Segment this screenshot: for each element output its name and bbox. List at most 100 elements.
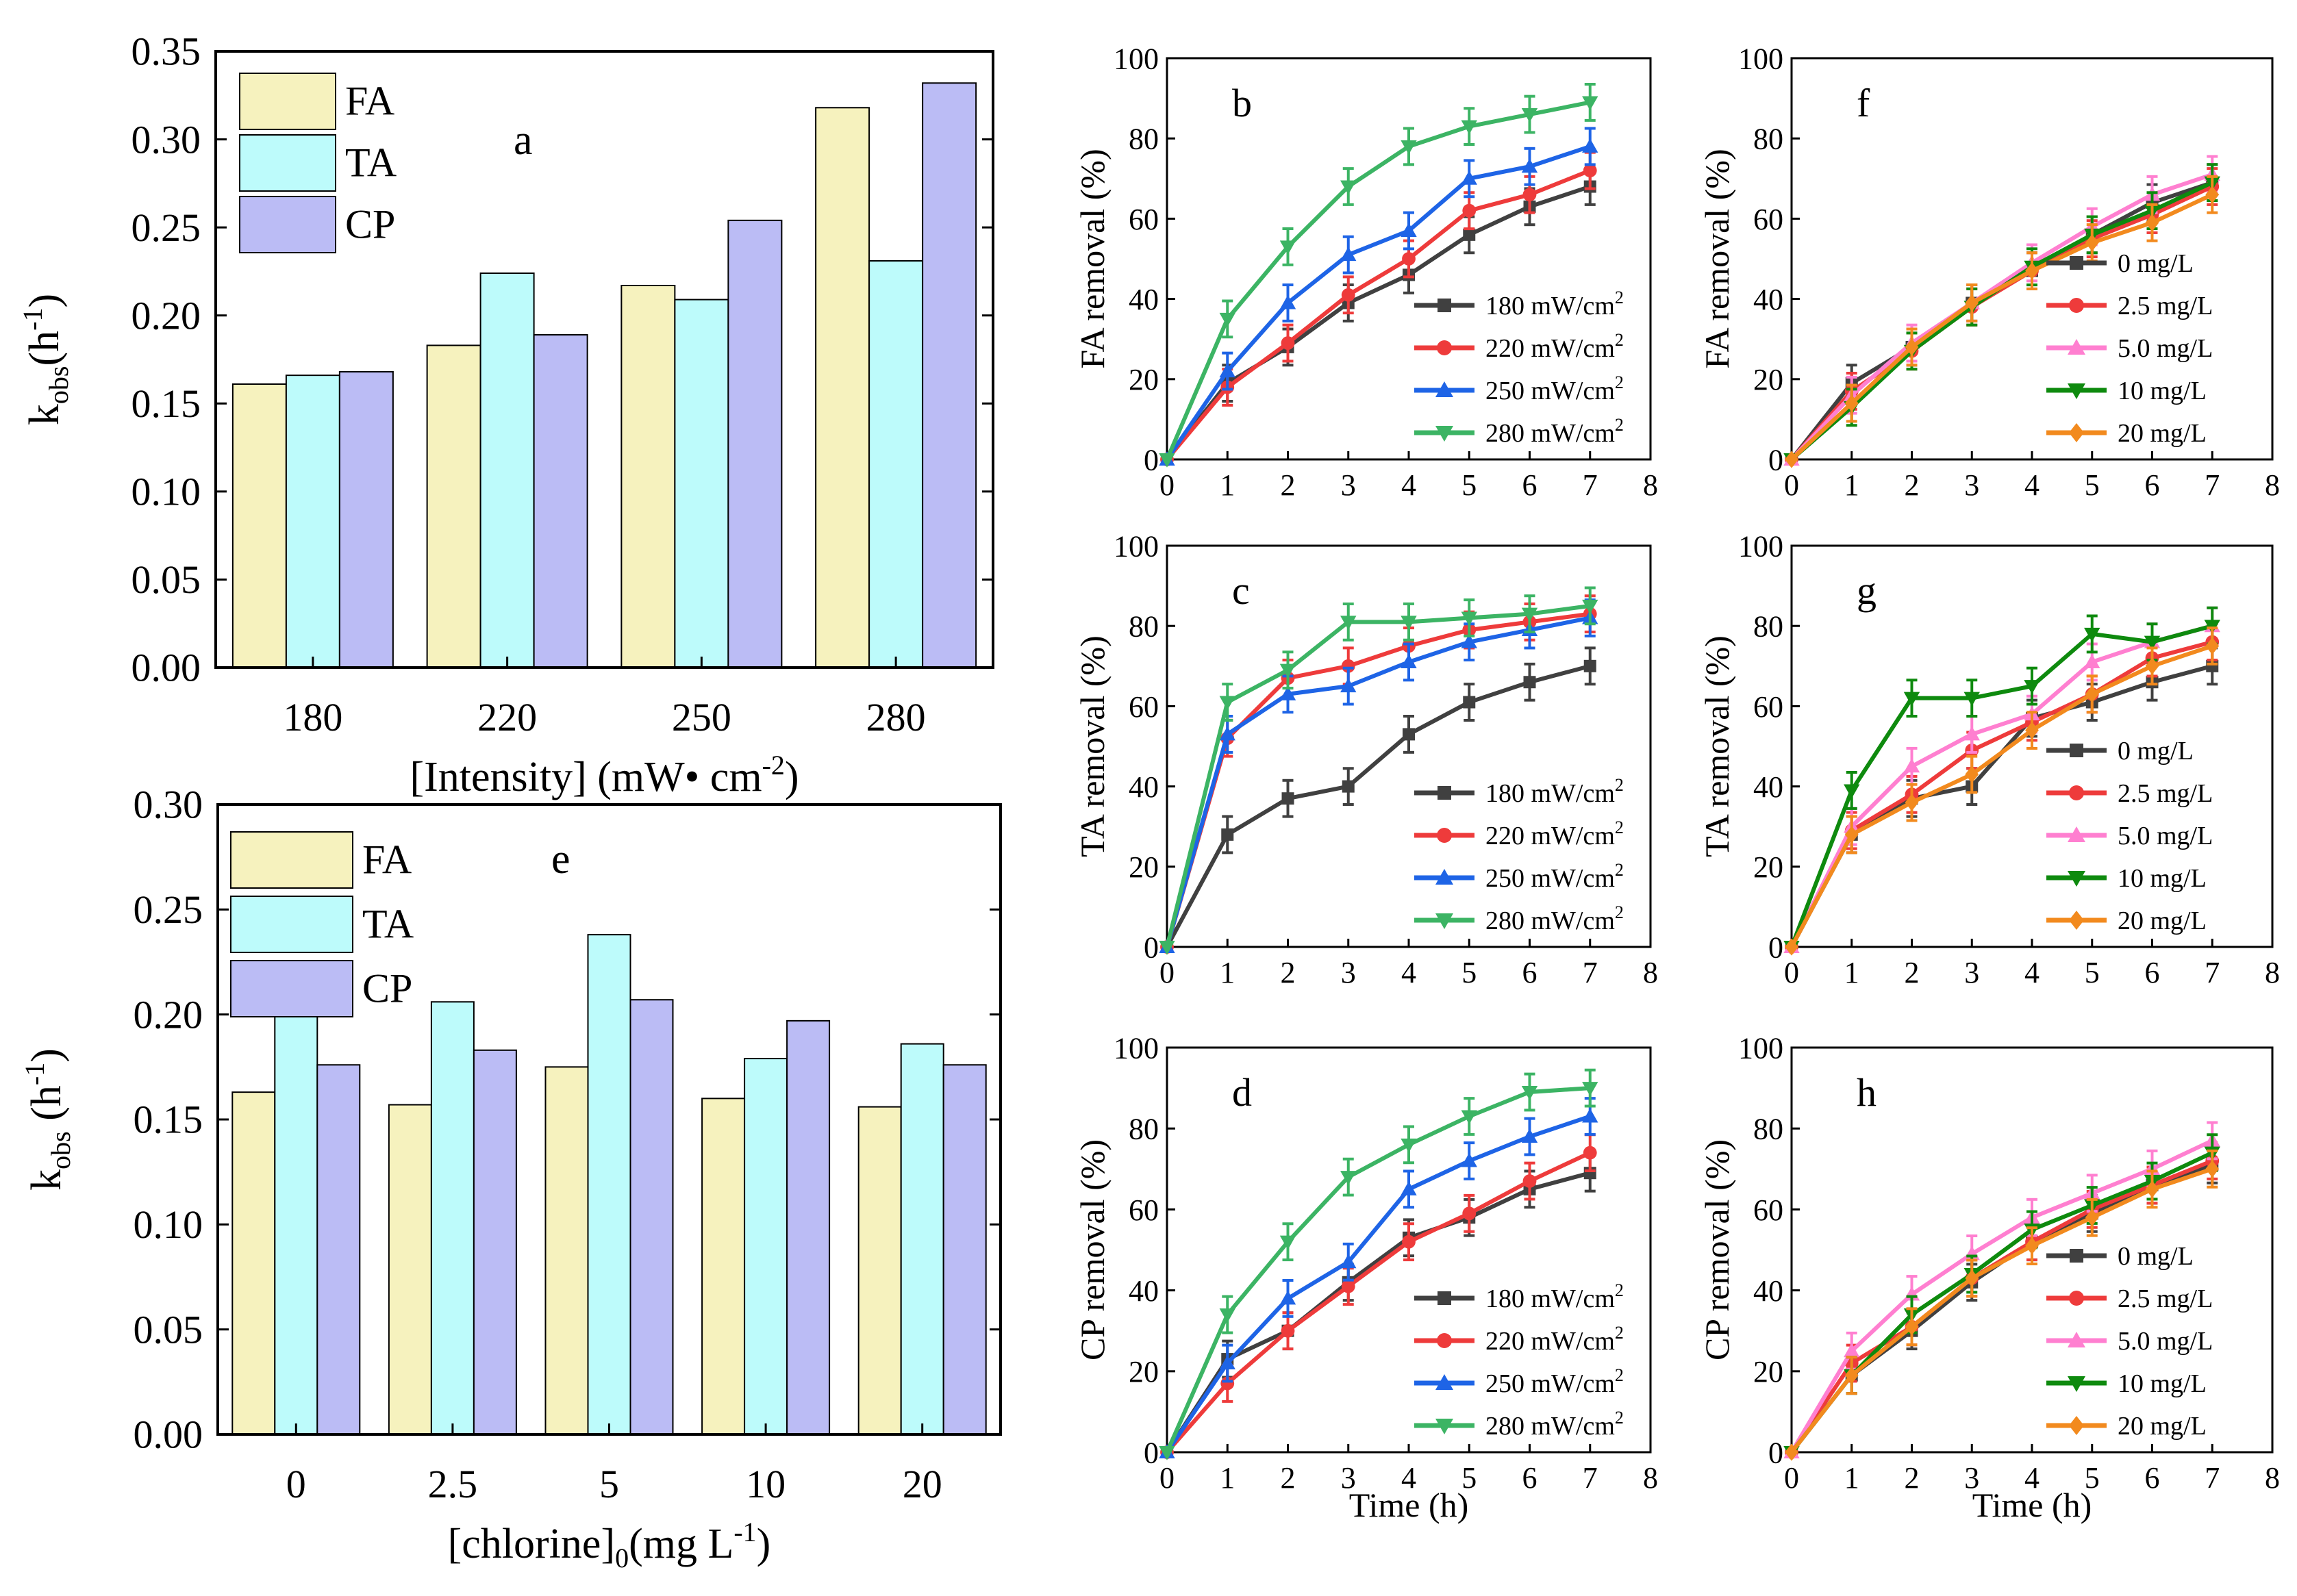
xtick-label-h: 8: [2265, 1461, 2280, 1495]
series-c-3: [1159, 586, 1598, 955]
legend-sup: 2: [1615, 818, 1624, 837]
ytick-label-g: 100: [1738, 529, 1783, 563]
ytick-label-f: 20: [1753, 363, 1783, 396]
legend-item-f-4: 20 mg/L: [2046, 419, 2207, 448]
legend-marker: [2068, 1376, 2085, 1392]
legend-label-d-1: 220 mW/cm2: [1485, 1323, 1624, 1356]
legend-item-c-3: 280 mW/cm2: [1414, 902, 1624, 935]
ytick-label-g: 20: [1753, 850, 1783, 884]
legend-label-b-0: 180 mW/cm2: [1485, 288, 1624, 320]
xtick-label-f: 3: [1964, 468, 1979, 502]
legend-name: 180 mW/cm: [1485, 292, 1615, 320]
bar-a-TA-220: [479, 273, 535, 668]
xtick-label-e: 10: [746, 1462, 786, 1506]
data-point-f-4-2: [1905, 338, 1919, 356]
xtick-label-d: 2: [1281, 1461, 1296, 1495]
ylabel-tail: ): [21, 294, 68, 308]
data-point-d-2-7: [1582, 1108, 1598, 1123]
data-point-b-2-2: [1279, 294, 1296, 309]
data-point-d-1-7: [1583, 1145, 1597, 1160]
legend-marker: [1435, 1374, 1453, 1390]
legend-marker: [2069, 911, 2084, 930]
data-point-d-2-4: [1401, 1181, 1417, 1195]
bar-a-TA-250: [674, 299, 729, 669]
data-point-d-1-4: [1402, 1234, 1416, 1249]
xtick-label-a: 180: [283, 695, 342, 739]
ytick-label-e: 0.15: [134, 1098, 203, 1142]
ytick-label-c: 80: [1129, 610, 1159, 644]
bar-e-TA-5: [587, 934, 631, 1435]
xtick-label-e: 5: [599, 1462, 619, 1506]
legend-label-h-3: 10 mg/L: [2118, 1369, 2207, 1398]
legend-name: 20 mg/L: [2118, 1412, 2207, 1441]
legend-label-c-2: 250 mW/cm2: [1485, 860, 1624, 893]
legend-label-h-1: 2.5 mg/L: [2118, 1284, 2213, 1313]
legend-marker: [1438, 1291, 1451, 1305]
legend-item-g-2: 5.0 mg/L: [2046, 822, 2213, 850]
ytick-label-a: 0.20: [131, 293, 201, 338]
ytick-label-g: 80: [1753, 610, 1783, 644]
legend-name: 220 mW/cm: [1485, 822, 1615, 850]
bar-e-TA-2.5: [430, 1001, 475, 1436]
legend-sup: 2: [1615, 1365, 1624, 1385]
legend-marker: [2069, 785, 2084, 800]
legend-label-FA: FA: [345, 79, 394, 124]
legend-label-b-3: 280 mW/cm2: [1485, 415, 1624, 448]
bar-e-CP-0: [316, 1064, 361, 1436]
legend-name: 280 mW/cm: [1485, 419, 1615, 448]
data-point-h-4-2: [1905, 1318, 1919, 1336]
data-point-b-3-3: [1340, 180, 1357, 195]
legend-label-h-2: 5.0 mg/L: [2118, 1327, 2213, 1356]
series-line-d-3: [1165, 1086, 1590, 1454]
ytick-label-a: 0.35: [131, 29, 201, 74]
legend-item-g-4: 20 mg/L: [2046, 907, 2207, 935]
panel-a: 0.00 0.05 0.10 0.15 0.20 0.25 0.30 0.35 180 220 25…: [17, 29, 994, 800]
xtick-label-g: 8: [2265, 956, 2280, 989]
data-point-d-2-5: [1461, 1152, 1477, 1167]
legend-label-g-1: 2.5 mg/L: [2118, 779, 2213, 808]
xtick-label-b: 4: [1401, 468, 1416, 502]
data-point-h-2-1: [1844, 1343, 1860, 1358]
legend-item-c-0: 180 mW/cm2: [1414, 775, 1624, 808]
data-point-g-2-2: [1903, 758, 1920, 773]
data-point-g-2-3: [1963, 726, 1980, 741]
data-point-g-4-4: [2025, 721, 2039, 739]
legend-name: 2.5 mg/L: [2118, 1284, 2213, 1313]
legend-swatch-CP: [239, 196, 336, 253]
ytick-label-h: 100: [1738, 1031, 1783, 1065]
legend-label-h-0: 0 mg/L: [2118, 1242, 2194, 1271]
y-axis-label-c: TA removal (%): [1073, 635, 1112, 857]
xlabel-text: [Intensity] (mW• cm: [410, 754, 762, 800]
legend-name: 220 mW/cm: [1485, 1327, 1615, 1356]
legend-label-f-4: 20 mg/L: [2118, 419, 2207, 448]
xlabel-sub: 0: [615, 1543, 629, 1573]
panel-label-c: c: [1232, 568, 1250, 613]
xtick-label-h: 5: [2085, 1461, 2100, 1495]
xtick-label-d: 6: [1522, 1461, 1537, 1495]
legend-label-g-3: 10 mg/L: [2118, 864, 2207, 893]
xtick-label-c: 5: [1461, 956, 1477, 989]
legend-name: 2.5 mg/L: [2118, 779, 2213, 808]
legend-marker: [1435, 1419, 1453, 1434]
y-axis-label-h: CP removal (%): [1698, 1139, 1736, 1360]
legend-name: 280 mW/cm: [1485, 907, 1615, 935]
legend-name: 20 mg/L: [2118, 419, 2207, 448]
xlabel-sup: -1: [733, 1517, 756, 1547]
legend-label-g-4: 20 mg/L: [2118, 907, 2207, 935]
xtick-label-c: 2: [1281, 956, 1296, 989]
legend-label-d-3: 280 mW/cm2: [1485, 1408, 1624, 1441]
legend-sup: 2: [1615, 1323, 1624, 1343]
xtick-label-g: 0: [1784, 956, 1799, 989]
xtick-label-g: 2: [1905, 956, 1920, 989]
data-point-b-2-1: [1219, 363, 1235, 378]
bar-e-FA-5: [544, 1066, 589, 1436]
xtick-label-e: 2.5: [428, 1462, 478, 1506]
y-axis-label-g: TA removal (%): [1698, 635, 1736, 857]
legend-marker: [1438, 299, 1451, 312]
data-point-b-3-2: [1279, 240, 1296, 255]
data-point-d-3-7: [1582, 1082, 1598, 1096]
data-point-g-3-4: [2024, 680, 2040, 694]
xtick-label-d: 5: [1461, 1461, 1477, 1495]
legend-item-d-1: 220 mW/cm2: [1414, 1323, 1624, 1356]
xtick-label-d: 0: [1159, 1461, 1175, 1495]
